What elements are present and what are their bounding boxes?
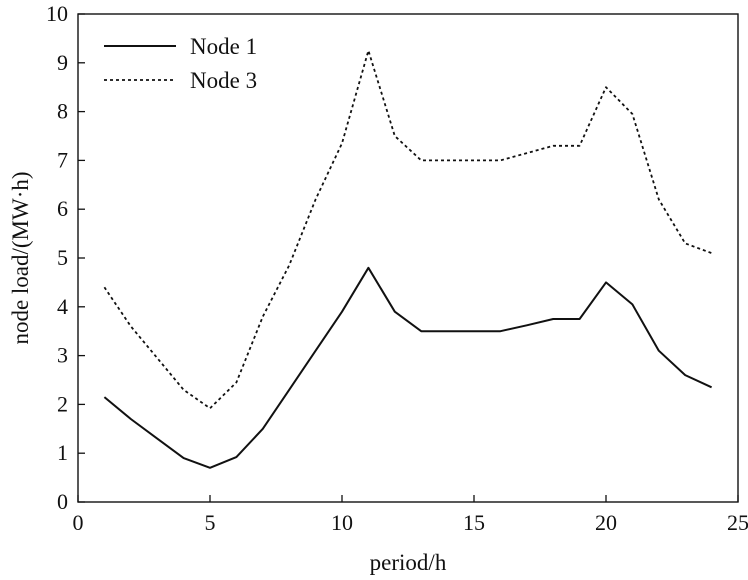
series-line-node-1 [103,266,713,469]
x-tick-label: 5 [205,510,216,535]
legend-label-node-3: Node 3 [190,68,257,93]
legend-label-node-1: Node 1 [190,34,257,59]
y-tick-label: 9 [57,50,68,75]
legend: Node 1 Node 3 [104,34,257,93]
y-tick-label: 2 [57,391,68,416]
y-tick-label: 8 [57,99,68,124]
x-tick-label: 15 [463,510,485,535]
y-axis-title: node load/(MW·h) [8,171,33,344]
y-tick-label: 7 [57,147,68,172]
x-tick-label: 20 [595,510,617,535]
y-tick-label: 5 [57,245,68,270]
x-tick-label: 25 [727,510,748,535]
y-axis-ticks: 0 1 2 3 4 5 6 7 8 9 10 [46,1,85,514]
series-layer [103,49,713,469]
y-tick-label: 6 [57,196,68,221]
y-tick-label: 0 [57,489,68,514]
y-tick-label: 10 [46,1,68,26]
y-tick-label: 1 [57,440,68,465]
x-axis-ticks: 0 5 10 15 20 25 [73,495,748,535]
plot-frame [77,13,739,503]
y-tick-label: 3 [57,343,68,368]
y-tick-label: 4 [57,294,68,319]
plot-border [77,13,739,503]
x-tick-label: 0 [73,510,84,535]
x-axis-title: period/h [370,550,447,575]
series-line-node-3 [103,49,712,410]
x-tick-label: 10 [331,510,353,535]
